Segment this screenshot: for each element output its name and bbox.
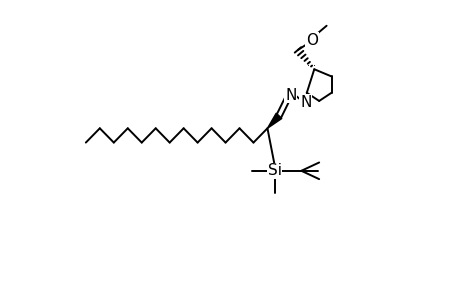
Text: N: N (299, 95, 311, 110)
Text: Si: Si (267, 163, 281, 178)
Text: ···: ··· (307, 61, 316, 71)
Text: N: N (285, 88, 296, 103)
Polygon shape (267, 113, 281, 128)
Text: O: O (305, 32, 317, 47)
